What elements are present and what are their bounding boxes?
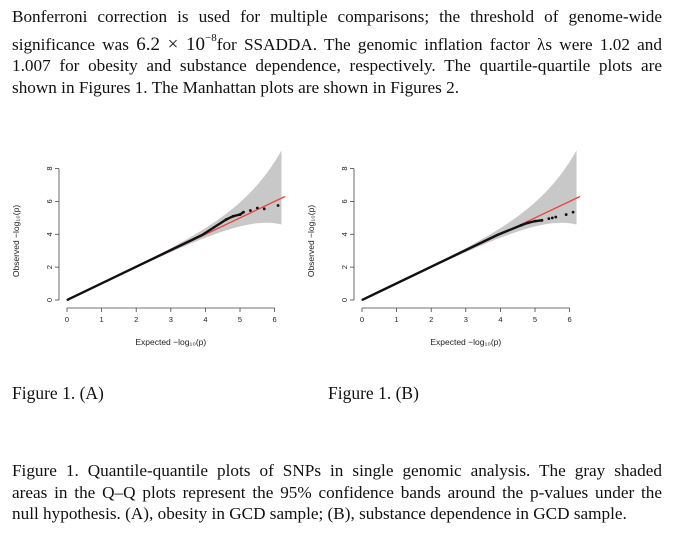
observed-points-bulk — [66, 210, 245, 301]
x-tick-label: 6 — [273, 315, 277, 324]
x-tick-label: 6 — [568, 315, 572, 324]
x-tick-label: 2 — [134, 315, 138, 324]
observed-point — [526, 221, 530, 225]
y-tick-label: 8 — [45, 166, 54, 170]
y-tick-label: 0 — [340, 298, 349, 302]
observed-point — [262, 207, 266, 211]
threshold-value: 6.2 × 10−8 — [136, 31, 217, 55]
confidence-band — [362, 150, 577, 300]
y-tick-label: 6 — [45, 199, 54, 203]
observed-point — [547, 217, 551, 221]
x-tick-label: 4 — [498, 315, 502, 324]
paragraph-line: 1.007 for obesity and substance dependen… — [12, 56, 662, 75]
threshold-base: 6.2 × 10 — [136, 33, 206, 55]
figure-caption: Figure 1. Quantile-quantile plots of SNP… — [12, 460, 662, 525]
observed-point — [533, 219, 537, 223]
observed-point — [224, 218, 228, 221]
paragraph-line: shown in Figures 1. The Manhattan plots … — [12, 77, 459, 97]
observed-point — [554, 215, 558, 219]
y-tick-label: 0 — [45, 298, 54, 302]
y-tick-label: 4 — [340, 232, 349, 236]
observed-point — [564, 213, 568, 216]
y-tick-label: 6 — [340, 199, 349, 203]
observed-point — [540, 218, 544, 222]
x-tick-label: 3 — [464, 315, 468, 324]
observed-point — [255, 206, 259, 210]
x-axis-label: Expected −log₁₀(p) — [135, 337, 206, 347]
paragraph-text: significance was — [12, 34, 129, 54]
caption-line: null hypothesis. (A), obesity in GCD sam… — [12, 504, 627, 523]
x-tick-label: 5 — [238, 315, 242, 324]
qq-plot-b: 0 1 2 3 4 5 6 0 2 4 6 8 Expected −log₁₀(p) Observed −… — [300, 150, 600, 360]
x-tick-label: 3 — [169, 315, 173, 324]
observed-point — [231, 214, 235, 218]
x-tick-label: 4 — [203, 315, 207, 324]
y-tick-label: 2 — [340, 265, 349, 269]
qq-plot-a: 0 1 2 3 4 5 6 0 2 4 6 8 Expected −log₁₀(p) Observed −… — [5, 150, 305, 360]
figure-label-b: Figure 1. (B) — [328, 383, 419, 403]
observed-point — [571, 210, 575, 214]
threshold-exponent: −8 — [205, 31, 217, 44]
paragraph-text: for SSADDA. The genomic inflation factor… — [216, 34, 662, 54]
y-axis-label: Observed −log₁₀(p) — [306, 205, 316, 277]
y-axis-label: Observed −log₁₀(p) — [11, 205, 21, 277]
observed-point — [519, 223, 523, 227]
x-tick-label: 0 — [360, 315, 364, 324]
qq-plot-svg: 0 1 2 3 4 5 6 0 2 4 6 8 Expected −log₁₀(p) Observed −… — [306, 150, 581, 347]
observed-point — [242, 210, 245, 214]
x-tick-label: 0 — [65, 315, 69, 324]
observed-point — [248, 209, 252, 212]
y-tick-label: 4 — [45, 232, 54, 236]
x-axis-label: Expected −log₁₀(p) — [430, 337, 501, 347]
y-tick-label: 8 — [340, 166, 349, 170]
observed-point — [238, 213, 242, 216]
body-paragraph: Bonferroni correction is used for multip… — [12, 6, 662, 98]
caption-line: areas in the Q–Q plots represent the 95%… — [12, 482, 662, 502]
qq-plot-svg: 0 1 2 3 4 5 6 0 2 4 6 8 Expected −log₁₀(p) Observed −… — [11, 150, 286, 347]
observed-point — [550, 216, 554, 220]
x-tick-label: 2 — [429, 315, 433, 324]
x-tick-label: 5 — [533, 315, 537, 324]
caption-line: Figure 1. Quantile-quantile plots of SNP… — [12, 461, 662, 480]
paragraph-line: Bonferroni correction is used for multip… — [12, 7, 662, 26]
y-tick-label: 2 — [45, 265, 54, 269]
figure-label-a: Figure 1. (A) — [12, 383, 104, 403]
x-tick-label: 1 — [100, 315, 104, 324]
confidence-band — [67, 150, 282, 300]
observed-point — [276, 204, 280, 207]
paragraph-line: significance was 6.2 × 10−8for SSADDA. T… — [12, 28, 662, 56]
x-tick-label: 1 — [395, 315, 399, 324]
